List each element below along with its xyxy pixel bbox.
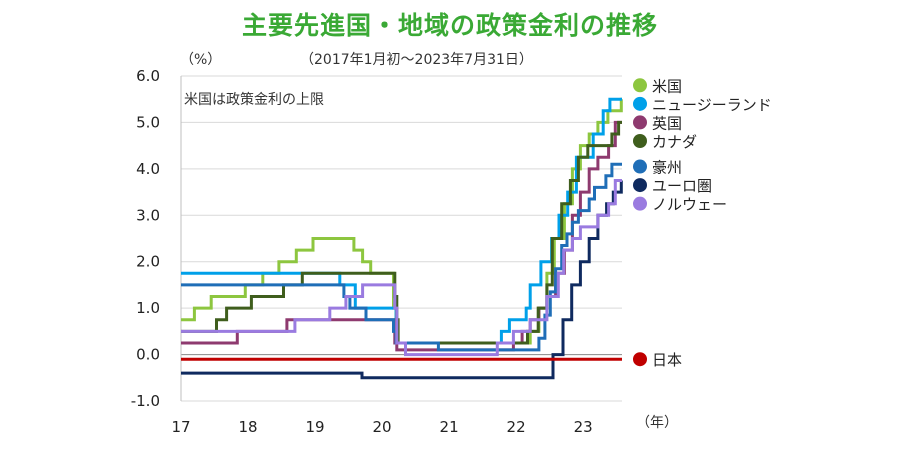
legend-label-5: ユーロ圏 [652,177,712,195]
series-line-6 [181,179,622,357]
y-tick-label: 3.0 [136,206,160,224]
y-tick-label: 0.0 [136,346,160,364]
x-tick-label: 23 [574,418,593,436]
legend-label-3: カナダ [652,133,697,151]
series-line-3 [181,120,622,345]
y-axis-unit: （%） [180,52,222,68]
legend-label-6: ノルウェー [652,196,727,214]
legend-label-2: 英国 [652,114,682,132]
y-tick-label: 1.0 [136,299,160,317]
chart-title: 主要先進国・地域の政策金利の推移 [241,11,658,40]
y-tick-label: 4.0 [136,160,160,178]
x-axis-unit: （年） [636,415,678,431]
series-line-0 [181,97,623,345]
y-tick-label: 2.0 [136,253,160,271]
x-tick-label: 17 [171,418,190,436]
series-line-4 [181,162,622,352]
legend-marker-4 [633,159,647,174]
x-axis-ticks: 17 18 19 20 21 22 23 [171,418,592,436]
legend-marker-6 [633,196,647,211]
y-tick-label: -1.0 [131,392,160,410]
y-axis-ticks: 6.0 5.0 4.0 3.0 2.0 1.0 0.0 -1.0 [131,67,160,410]
x-tick-label: 20 [373,418,392,436]
legend-marker-5 [633,178,647,193]
legend-label-1: ニュージーランド [652,96,772,114]
legend-label-0: 米国 [652,77,682,95]
legend-label-4: 豪州 [652,159,682,177]
series-line-1 [181,97,622,345]
legend-marker-3 [633,134,647,148]
chart-subtitle: （2017年1月初～2023年7月31日） [300,52,533,68]
x-tick-label: 19 [305,418,324,436]
chart-note: 米国は政策金利の上限 [184,92,324,108]
legend-marker-2 [633,115,647,130]
legend-marker-0 [633,78,647,93]
y-tick-label: 6.0 [136,67,160,85]
legend-marker-7 [633,352,647,367]
x-tick-label: 21 [440,418,459,436]
legend-label-7: 日本 [652,351,682,369]
grid-lines [180,75,622,402]
series-lines [181,97,623,380]
legend-marker-1 [633,96,647,111]
x-tick-label: 18 [238,418,257,436]
y-tick-label: 5.0 [136,113,160,131]
x-tick-label: 22 [507,418,526,436]
series-line-2 [181,120,622,352]
series-line-5 [181,179,623,380]
